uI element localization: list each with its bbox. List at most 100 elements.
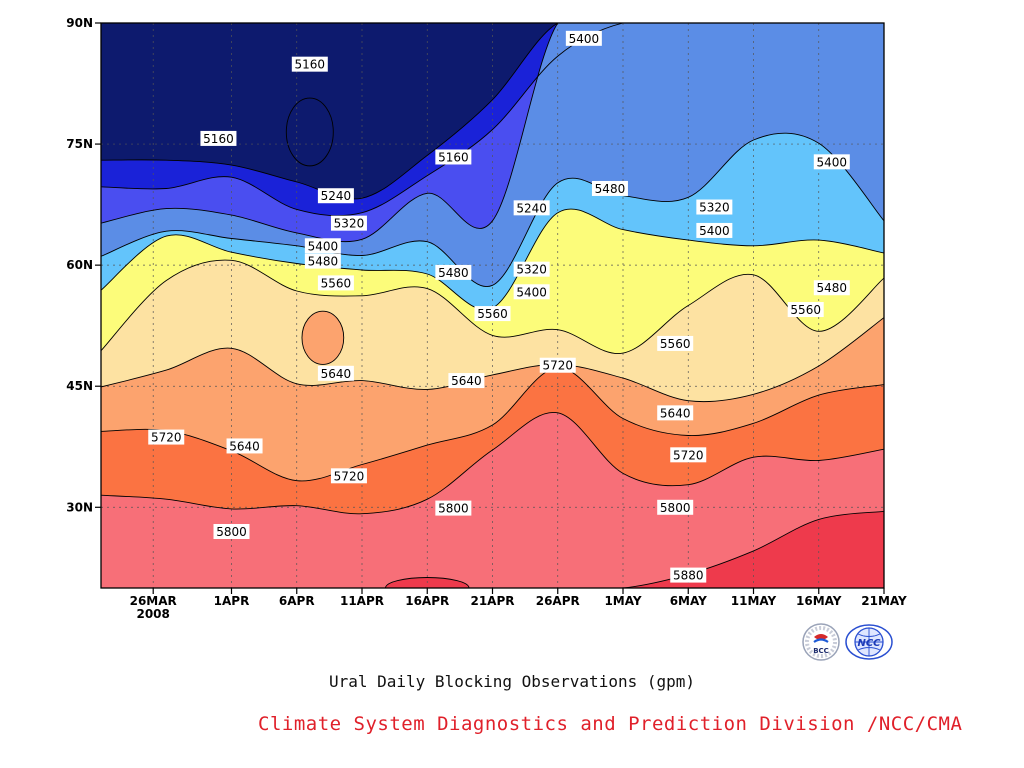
y-tick-label: 30N xyxy=(66,500,93,514)
x-tick-label: 11MAY xyxy=(731,594,777,608)
x-tick-label: 11APR xyxy=(340,594,384,608)
contour-label: 5480 xyxy=(591,180,628,196)
x-tick-label: 16MAY xyxy=(796,594,842,608)
x-tick-label: 6APR xyxy=(279,594,315,608)
contour-label: 5240 xyxy=(513,200,550,216)
contour-label: 5400 xyxy=(304,238,341,254)
contour-label-text: 5800 xyxy=(438,502,469,516)
contour-label: 5160 xyxy=(291,56,328,72)
contour-label-text: 5720 xyxy=(334,469,365,483)
contour-label: 5720 xyxy=(148,429,185,445)
isoline xyxy=(101,23,884,217)
band-fill xyxy=(101,511,884,588)
contour-label-text: 5480 xyxy=(438,266,469,280)
x-tick-label: 21MAY xyxy=(861,594,907,608)
contour-label: 5400 xyxy=(813,154,850,170)
x-tick-label: 6MAY xyxy=(670,594,707,608)
contour-label: 5640 xyxy=(448,373,485,389)
contour-label: 5800 xyxy=(657,499,694,515)
contour-label-text: 5320 xyxy=(516,263,547,277)
svg-text:NCC: NCC xyxy=(857,638,881,649)
contour-label: 5160 xyxy=(200,130,237,146)
contour-label-text: 5320 xyxy=(334,217,365,231)
y-tick-label: 60N xyxy=(66,258,93,272)
contour-label-text: 5400 xyxy=(699,224,730,238)
closed-contour xyxy=(301,310,345,365)
contour-label: 5160 xyxy=(435,149,472,165)
contour-label: 5480 xyxy=(435,264,472,280)
contour-labels: 5160 5160 5240 5320 5400 5480 5560 5640 5720 5640… xyxy=(148,30,850,583)
bcc-logo-icon: BCC xyxy=(802,623,840,661)
isoline xyxy=(101,23,884,243)
y-tick-label: 90N xyxy=(66,16,93,30)
contour-label: 5560 xyxy=(787,302,824,318)
contour-label-text: 5560 xyxy=(321,276,352,290)
contour-label-text: 5160 xyxy=(203,132,234,146)
contour-label-text: 5400 xyxy=(308,239,339,253)
contour-label: 5560 xyxy=(317,275,354,291)
contour-label-text: 5240 xyxy=(516,201,547,215)
contour-label-text: 5240 xyxy=(321,189,352,203)
isoline xyxy=(101,23,884,200)
contour-label: 5400 xyxy=(565,30,602,46)
contour-label: 5480 xyxy=(304,253,341,269)
y-tick-label: 75N xyxy=(66,137,93,151)
contour-label-text: 5800 xyxy=(216,525,247,539)
contour-label: 5320 xyxy=(330,215,367,231)
contour-label-text: 5720 xyxy=(542,359,573,373)
contour-label-text: 5640 xyxy=(451,374,482,388)
closed-contour xyxy=(285,97,334,167)
contour-label: 5480 xyxy=(813,280,850,296)
x-tick-label: 1MAY xyxy=(604,594,641,608)
contour-label: 5640 xyxy=(317,365,354,381)
contour-label: 5320 xyxy=(696,199,733,215)
isoline xyxy=(101,259,884,354)
contour-label-text: 5320 xyxy=(699,201,730,215)
contour-label-text: 5400 xyxy=(569,32,600,46)
x-year-label: 2008 xyxy=(136,607,169,621)
contour-label: 5320 xyxy=(513,261,550,277)
contour-label-text: 5160 xyxy=(295,58,326,72)
band-fill xyxy=(101,412,884,588)
contour-label-text: 5400 xyxy=(817,155,848,169)
x-axis: 26MAR 1APR 6APR 11APR 16APR 21APR 26APR 1MAY 6MA… xyxy=(130,588,907,621)
contour-label-text: 5480 xyxy=(308,255,339,269)
credit-line: Climate System Diagnostics and Predictio… xyxy=(258,713,963,735)
contour-lines xyxy=(101,23,884,588)
contour-label-text: 5880 xyxy=(673,569,704,583)
contour-label: 5640 xyxy=(657,405,694,421)
contour-label-text: 5480 xyxy=(817,281,848,295)
contour-label: 5720 xyxy=(330,468,367,484)
contour-label-text: 5640 xyxy=(321,367,352,381)
contour-label-text: 5480 xyxy=(595,182,626,196)
y-axis: 90N 75N 60N 45N 30N xyxy=(66,16,101,514)
contour-label: 5720 xyxy=(670,447,707,463)
contour-label-text: 5640 xyxy=(229,439,260,453)
isoline xyxy=(101,510,884,588)
contour-label-text: 5720 xyxy=(673,448,704,462)
contour-label: 5800 xyxy=(435,500,472,516)
contour-label-text: 5560 xyxy=(477,307,508,321)
isoline xyxy=(101,317,884,403)
contour-label-text: 5640 xyxy=(660,406,691,420)
contour-label-text: 5560 xyxy=(790,303,821,317)
x-tick-label: 26APR xyxy=(536,594,580,608)
contour-label-text: 5720 xyxy=(151,431,182,445)
contour-label: 5560 xyxy=(474,306,511,322)
contour-label: 5240 xyxy=(317,188,354,204)
ncc-logo-icon: NCC xyxy=(845,624,893,660)
contour-label: 5560 xyxy=(657,335,694,351)
isoline xyxy=(101,132,884,288)
contour-label: 5880 xyxy=(670,567,707,583)
contour-label-text: 5560 xyxy=(660,337,691,351)
contour-label: 5720 xyxy=(539,357,576,373)
x-tick-label: 21APR xyxy=(470,594,514,608)
contour-label-text: 5160 xyxy=(438,150,469,164)
x-tick-label: 16APR xyxy=(405,594,449,608)
isoline xyxy=(101,412,884,515)
x-tick-label: 26MAR xyxy=(130,594,177,608)
contour-label: 5800 xyxy=(213,524,250,539)
contour-label: 5400 xyxy=(513,284,550,300)
contour-label-text: 5800 xyxy=(660,501,691,515)
